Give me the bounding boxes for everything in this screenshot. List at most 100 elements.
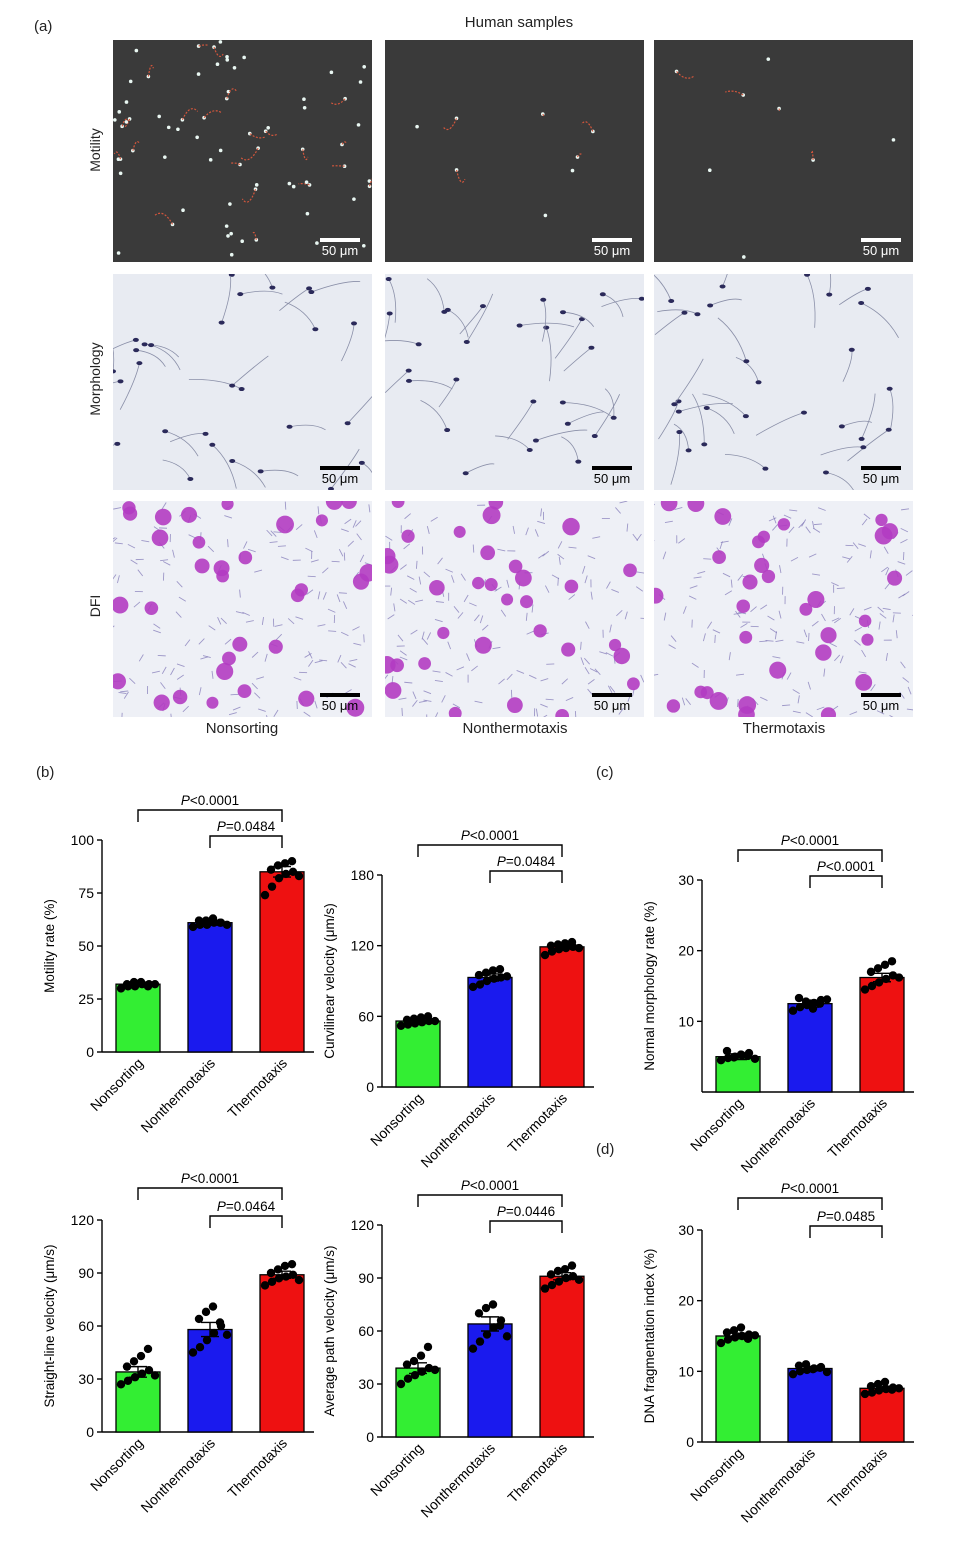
y-tick-label: 10 bbox=[678, 1363, 694, 1379]
y-axis-label: Curvilinear velocity (μm/s) bbox=[322, 903, 337, 1059]
data-point bbox=[294, 1275, 304, 1285]
data-point bbox=[396, 1021, 406, 1030]
p-value-label: P<0.0001 bbox=[181, 1171, 239, 1186]
significance-bracket bbox=[137, 1187, 283, 1200]
data-point bbox=[567, 937, 577, 947]
row-label-motility: Motility bbox=[87, 128, 103, 172]
y-tick-label: 0 bbox=[366, 1079, 374, 1095]
bar-nonthermotaxis bbox=[187, 922, 233, 1053]
y-tick-label: 0 bbox=[86, 1424, 94, 1440]
bar-thermotaxis bbox=[259, 871, 305, 1053]
bar-nonsorting bbox=[395, 1020, 441, 1088]
y-tick-label: 25 bbox=[78, 991, 94, 1007]
data-point bbox=[794, 1361, 804, 1370]
y-tick-label: 50 bbox=[78, 938, 94, 954]
data-point bbox=[743, 1334, 753, 1344]
data-point bbox=[274, 1274, 284, 1283]
data-point bbox=[546, 1270, 556, 1279]
bar-thermotaxis bbox=[259, 1274, 305, 1433]
data-point bbox=[260, 1281, 270, 1290]
scale-bar: 50 μm bbox=[314, 466, 366, 486]
scale-bar-label: 50 μm bbox=[862, 471, 900, 486]
bar-thermotaxis bbox=[859, 976, 905, 1093]
data-point bbox=[540, 1284, 550, 1293]
column-label-nonsorting: Nonsorting bbox=[205, 720, 279, 737]
scale-bar-label: 50 μm bbox=[862, 698, 900, 713]
x-tick-label: Nonthermotaxis bbox=[737, 1445, 818, 1526]
data-point bbox=[423, 1342, 433, 1352]
bar-nonthermotaxis bbox=[187, 1328, 233, 1433]
chart-svg: 0 30 60 90 120 Straight-line velocity (μm/s) N… bbox=[42, 1171, 314, 1515]
x-tick-label: Thermotaxis bbox=[824, 1445, 890, 1511]
x-tick-label: Nonsorting bbox=[687, 1445, 746, 1504]
data-point bbox=[729, 1326, 739, 1335]
data-point bbox=[215, 1318, 225, 1327]
chart-svg: 0 60 120 180 Curvilinear velocity (μm/s) Nons… bbox=[322, 828, 594, 1170]
significance-bracket bbox=[209, 1215, 283, 1228]
data-point bbox=[482, 1330, 492, 1339]
data-point bbox=[750, 1054, 760, 1063]
scale-bar-line bbox=[861, 693, 901, 697]
data-point bbox=[788, 1006, 798, 1015]
scale-bar-label: 50 μm bbox=[593, 471, 631, 486]
bar-nonthermotaxis bbox=[787, 1367, 833, 1443]
bar-nonthermotaxis bbox=[787, 1003, 833, 1093]
y-tick-label: 120 bbox=[351, 938, 375, 954]
data-point bbox=[402, 1015, 412, 1025]
y-tick-label: 20 bbox=[678, 943, 694, 959]
column-label-nonthermotaxis: Nonthermotaxis bbox=[462, 720, 568, 737]
data-point bbox=[194, 916, 204, 925]
x-tick-label: Nonthermotaxis bbox=[137, 1055, 218, 1136]
data-point bbox=[795, 1003, 805, 1012]
data-point bbox=[867, 981, 877, 991]
data-point bbox=[561, 1273, 571, 1283]
data-point bbox=[475, 980, 485, 989]
data-point bbox=[788, 1369, 798, 1379]
panel-a-header: Human samples bbox=[464, 14, 574, 31]
scale-bar-line bbox=[861, 238, 901, 242]
scale-bar-line bbox=[592, 238, 632, 242]
significance-bracket bbox=[809, 1225, 883, 1238]
data-point bbox=[815, 1363, 825, 1372]
data-point bbox=[208, 1302, 218, 1311]
data-point bbox=[736, 1323, 746, 1332]
data-point bbox=[475, 1337, 485, 1346]
data-point bbox=[736, 1050, 746, 1059]
morphology-micrograph-nonthermotaxis: 50 μm bbox=[385, 274, 644, 490]
data-point bbox=[195, 1343, 205, 1352]
chart-curvilinear-velocity: 0 60 120 180 Curvilinear velocity (μm/s) Nons… bbox=[310, 809, 604, 1197]
data-point bbox=[468, 982, 478, 992]
x-tick-label: Nonsorting bbox=[367, 1440, 426, 1499]
data-point bbox=[267, 882, 277, 891]
y-tick-label: 30 bbox=[78, 1371, 94, 1387]
panel-d-letter: (d) bbox=[596, 1141, 615, 1158]
y-tick-label: 30 bbox=[678, 872, 694, 888]
data-point bbox=[136, 977, 146, 987]
p-value-label: P=0.0484 bbox=[497, 854, 556, 869]
p-value-label: P<0.0001 bbox=[181, 793, 239, 808]
y-tick-label: 75 bbox=[78, 885, 94, 901]
data-point bbox=[273, 1265, 283, 1274]
data-point bbox=[794, 993, 804, 1003]
data-point bbox=[567, 1261, 577, 1270]
data-point bbox=[273, 861, 283, 870]
data-point bbox=[215, 918, 225, 927]
data-point bbox=[150, 1371, 160, 1380]
y-tick-label: 180 bbox=[351, 867, 375, 883]
y-tick-label: 60 bbox=[78, 1318, 94, 1334]
data-point bbox=[130, 1373, 140, 1382]
scale-bar-label: 50 μm bbox=[593, 698, 631, 713]
data-point bbox=[722, 1328, 732, 1337]
data-point bbox=[822, 995, 832, 1004]
data-point bbox=[201, 1307, 211, 1317]
data-point bbox=[430, 1365, 440, 1375]
scale-bar-line bbox=[592, 466, 632, 470]
scale-bar-label: 50 μm bbox=[862, 243, 900, 258]
y-tick-label: 0 bbox=[366, 1429, 374, 1445]
chart-normal-morphology-rate: 10 20 30 Normal morphology rate (%) Nonsorti… bbox=[630, 810, 924, 1202]
data-point bbox=[482, 976, 492, 986]
data-point bbox=[417, 1367, 427, 1376]
scale-bar: 50 μm bbox=[855, 693, 907, 713]
data-point bbox=[894, 1384, 904, 1393]
data-point bbox=[396, 1379, 406, 1389]
